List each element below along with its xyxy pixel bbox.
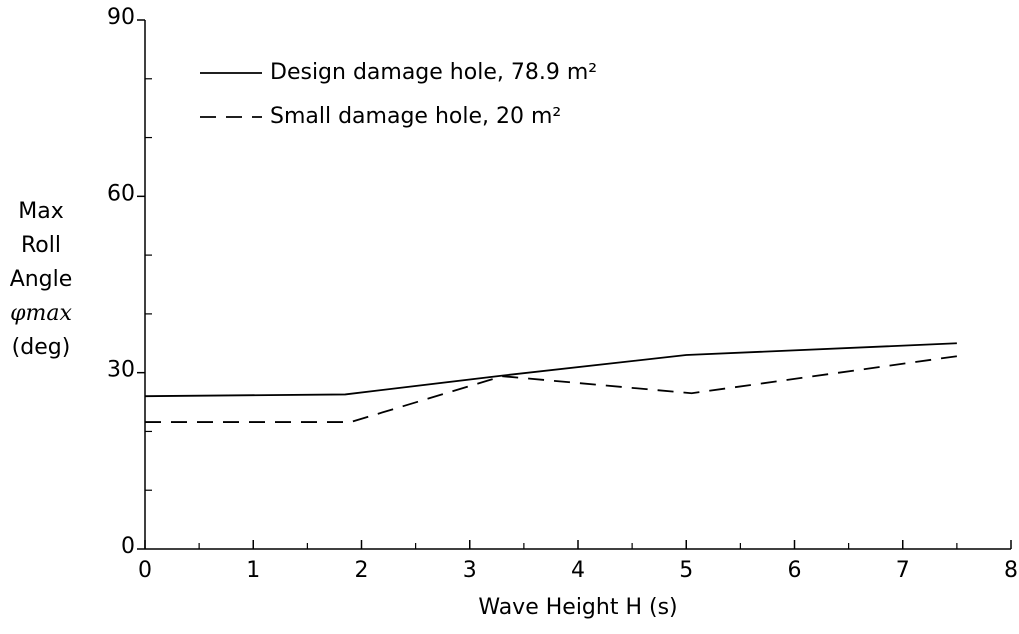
y-tick-label: 90 — [107, 5, 135, 30]
x-tick-label: 3 — [463, 558, 477, 583]
x-axis-label: Wave Height H (s) — [478, 595, 677, 620]
y-axis-label: Max — [18, 199, 63, 224]
legend-label: Small damage hole, 20 m² — [270, 104, 561, 129]
x-tick-label: 0 — [138, 558, 152, 583]
data-line — [144, 342, 957, 398]
y-axis-label: Angle — [10, 267, 73, 292]
x-tick-label: 1 — [246, 558, 260, 583]
x-tick-label: 5 — [679, 558, 693, 583]
x-tick-label: 7 — [896, 558, 910, 583]
x-tick-label: 4 — [571, 558, 585, 583]
x-tick-label: 6 — [788, 558, 802, 583]
x-tick-label: 2 — [355, 558, 369, 583]
y-axis-label: (deg) — [12, 335, 71, 360]
data-line — [145, 355, 957, 423]
y-tick-label: 0 — [121, 534, 135, 559]
y-axis-label: φmax — [10, 301, 72, 326]
y-axis-label: Roll — [21, 233, 61, 258]
y-tick-label: 60 — [107, 181, 135, 206]
legend-label: Design damage hole, 78.9 m² — [270, 60, 597, 85]
y-tick-label: 30 — [107, 358, 135, 383]
x-tick-label: 8 — [1004, 558, 1018, 583]
